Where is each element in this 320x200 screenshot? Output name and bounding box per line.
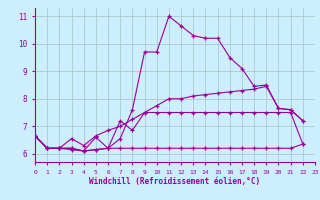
X-axis label: Windchill (Refroidissement éolien,°C): Windchill (Refroidissement éolien,°C) bbox=[89, 177, 260, 186]
